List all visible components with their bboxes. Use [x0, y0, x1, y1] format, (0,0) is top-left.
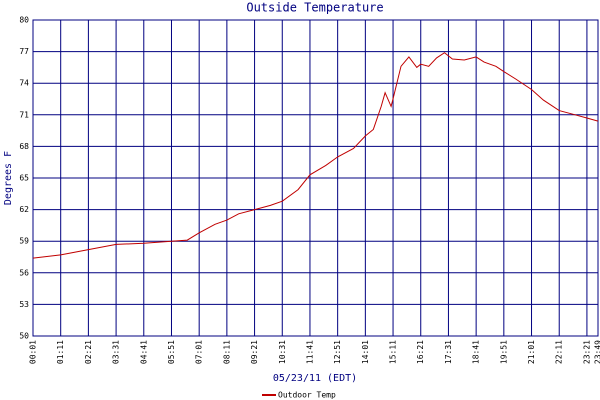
x-tick-label: 03:31 — [112, 340, 121, 364]
x-tick-label: 02:21 — [84, 340, 93, 364]
y-tick-label: 74 — [19, 79, 29, 88]
y-tick-label: 53 — [19, 300, 29, 309]
x-tick-label: 23:49 — [594, 340, 600, 364]
x-tick-label: 23:21 — [582, 340, 591, 364]
y-tick-label: 77 — [19, 47, 29, 56]
x-tick-label: 11:41 — [305, 340, 314, 364]
x-tick-label: 12:51 — [333, 340, 342, 364]
y-tick-label: 71 — [19, 110, 29, 119]
data-line — [32, 52, 599, 259]
y-axis-label: Degrees F — [3, 151, 14, 205]
x-tick-label: 09:21 — [250, 340, 259, 364]
y-tick-label: 68 — [19, 142, 29, 151]
x-tick-label: 00:01 — [29, 340, 38, 364]
x-tick-label: 04:41 — [139, 340, 148, 364]
x-tick-label: 05:51 — [167, 340, 176, 364]
legend-label: Outdoor Temp — [278, 391, 336, 400]
x-tick-label: 10:31 — [278, 340, 287, 364]
y-tick-label: 62 — [19, 205, 29, 214]
x-tick-label: 21:01 — [527, 340, 536, 364]
x-tick-label: 08:11 — [222, 340, 231, 364]
x-tick-label: 16:21 — [416, 340, 425, 364]
y-tick-label: 50 — [19, 332, 29, 341]
x-tick-label: 07:01 — [195, 340, 204, 364]
y-tick-label: 56 — [19, 268, 29, 277]
x-tick-label: 01:11 — [56, 340, 65, 364]
x-tick-label: 14:01 — [361, 340, 370, 364]
y-tick-label: 80 — [19, 16, 29, 25]
y-tick-label: 65 — [19, 174, 29, 183]
chart-title: Outside Temperature — [246, 1, 383, 15]
x-tick-label: 18:41 — [472, 340, 481, 364]
y-tick-label: 59 — [19, 237, 29, 246]
x-tick-label: 15:11 — [389, 340, 398, 364]
x-tick-label: 22:11 — [555, 340, 564, 364]
x-tick-label: 19:51 — [499, 340, 508, 364]
x-tick-label: 17:31 — [444, 340, 453, 364]
x-axis-label: 05/23/11 (EDT) — [273, 373, 357, 384]
